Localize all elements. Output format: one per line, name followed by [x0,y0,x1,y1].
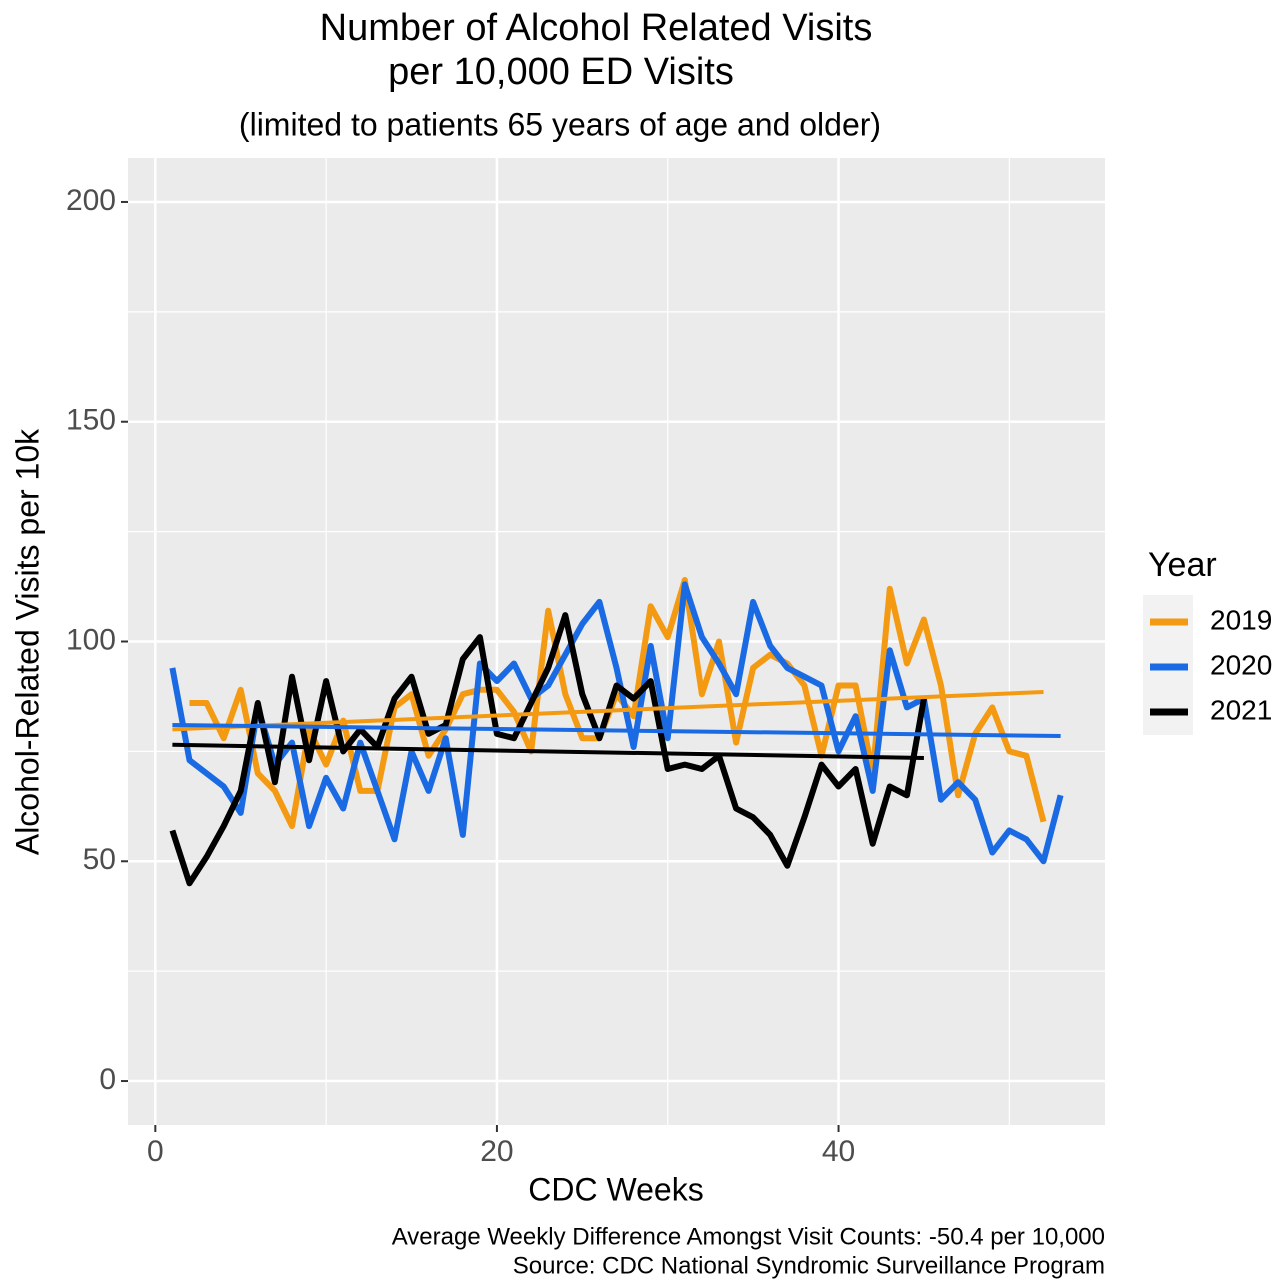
chart-title: per 10,000 ED Visits [388,51,734,93]
y-tick-label: 50 [83,843,116,876]
trend-line [172,742,924,760]
legend-label: 2020 [1210,649,1272,680]
series-line [169,612,927,887]
legend-label: 2019 [1210,604,1272,635]
y-tick-label: 0 [99,1063,116,1096]
trend-line [172,690,1044,732]
x-tick-label: 40 [822,1135,855,1168]
y-tick-label: 100 [66,623,116,656]
y-tick-label: 150 [66,404,116,437]
trend-line [172,723,1061,738]
series-line [169,581,1064,865]
x-tick-label: 0 [147,1135,164,1168]
legend-label: 2021 [1210,694,1272,725]
y-axis-title: Alcohol-Related Visits per 10k [9,428,45,855]
y-tick-label: 200 [66,184,116,217]
chart-title: Number of Alcohol Related Visits [320,7,873,49]
chart-subtitle: (limited to patients 65 years of age and… [239,106,881,142]
x-axis-title: CDC Weeks [528,1171,703,1207]
x-tick-label: 20 [480,1135,513,1168]
caption: Source: CDC National Syndromic Surveilla… [513,1252,1105,1279]
legend-title: Year [1148,546,1217,584]
caption: Average Weekly Difference Amongst Visit … [392,1223,1105,1250]
